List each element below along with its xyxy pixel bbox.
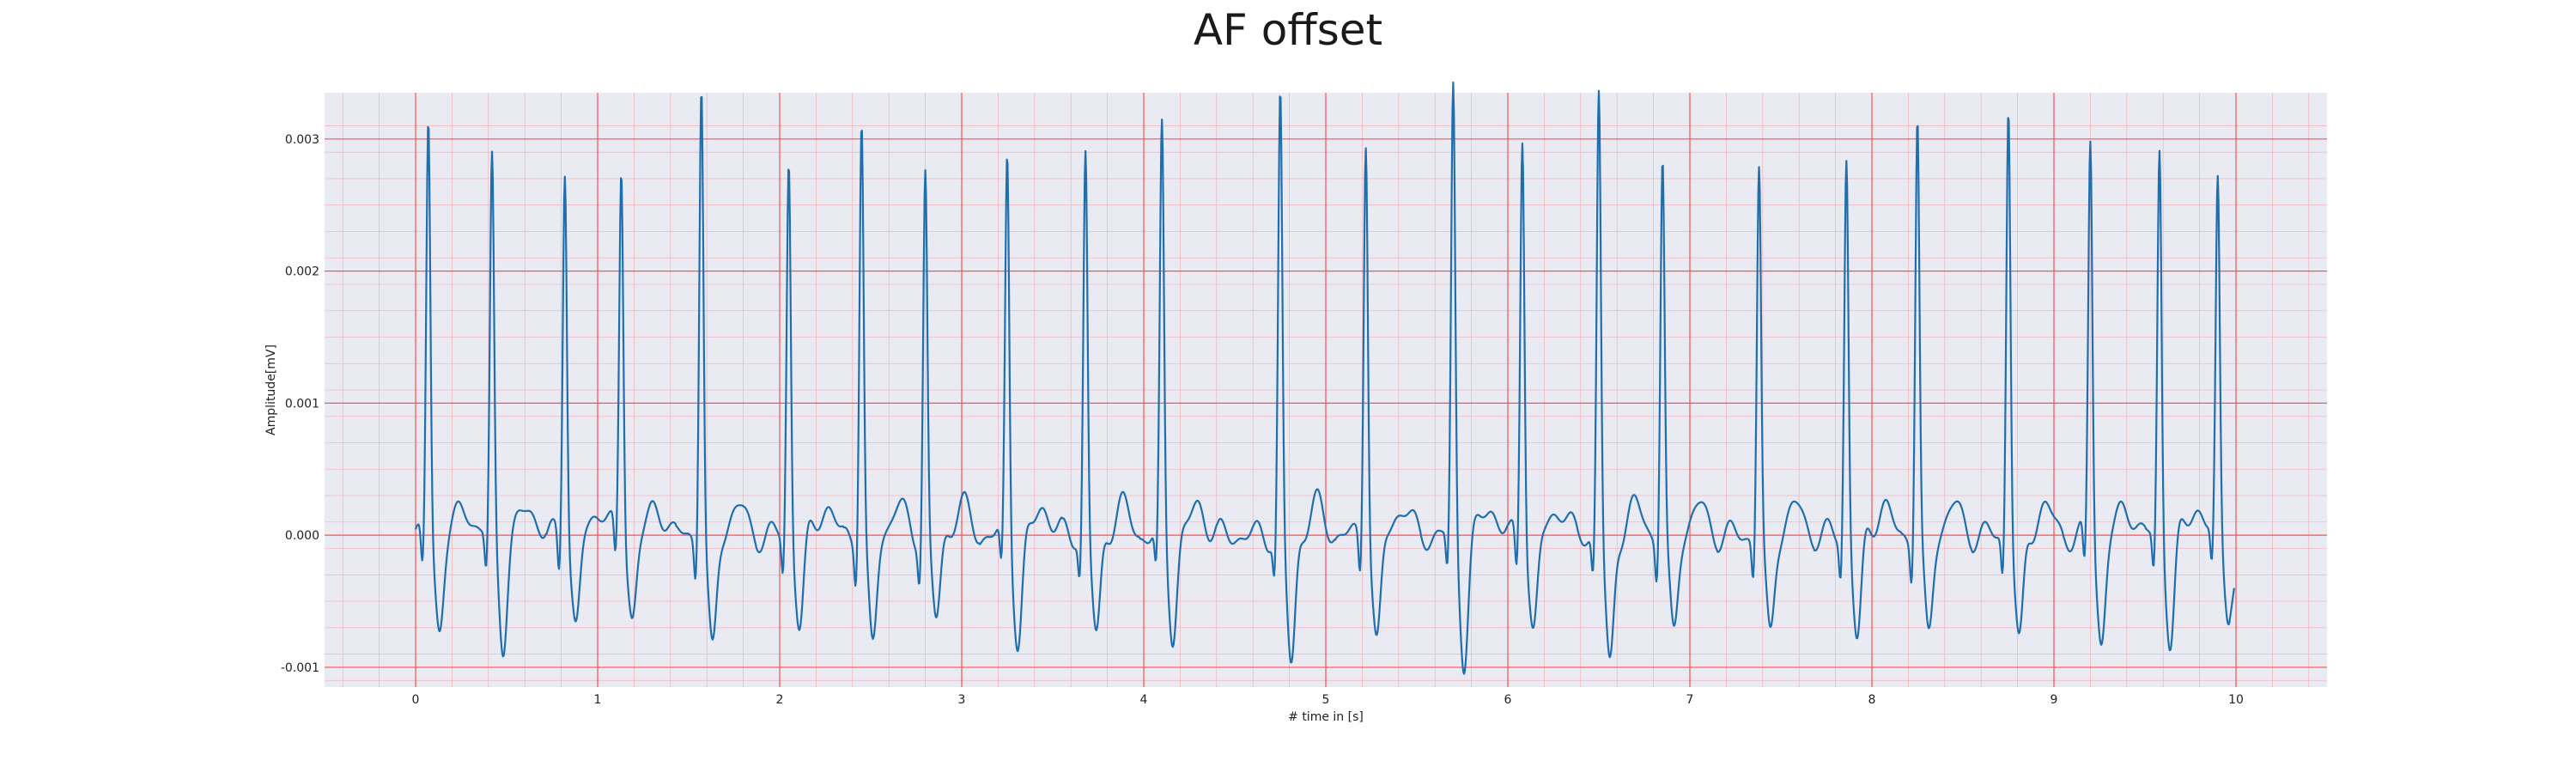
y-tick-label: 0.003: [285, 133, 319, 147]
x-tick-label: 4: [1140, 693, 1148, 707]
x-tick-labels: 0 1 2 3 4 5 6 7 8 9 10: [412, 693, 2244, 707]
x-tick-label: 7: [1686, 693, 1694, 707]
y-tick-label: 0.000: [285, 529, 319, 543]
y-tick-label: -0.001: [281, 661, 319, 675]
x-tick-label: 8: [1868, 693, 1876, 707]
y-axis-label: Amplitude[mV]: [264, 344, 278, 435]
x-tick-label: 0: [412, 693, 420, 707]
x-tick-label: 10: [2228, 693, 2244, 707]
ecg-signal-line: [414, 81, 2235, 675]
x-tick-label: 5: [1322, 693, 1330, 707]
major-grid: [325, 93, 2327, 687]
x-tick-label: 3: [958, 693, 966, 707]
x-tick-label: 9: [2050, 693, 2058, 707]
x-tick-label: 2: [776, 693, 784, 707]
chart-title: AF offset: [1193, 5, 1383, 55]
y-tick-labels: -0.001 0.000 0.001 0.002 0.003: [281, 133, 319, 675]
x-axis-label: # time in [s]: [1288, 710, 1364, 724]
x-tick-label: 1: [594, 693, 602, 707]
x-tick-label: 6: [1504, 693, 1512, 707]
y-tick-label: 0.001: [285, 397, 319, 411]
y-tick-label: 0.002: [285, 265, 319, 279]
